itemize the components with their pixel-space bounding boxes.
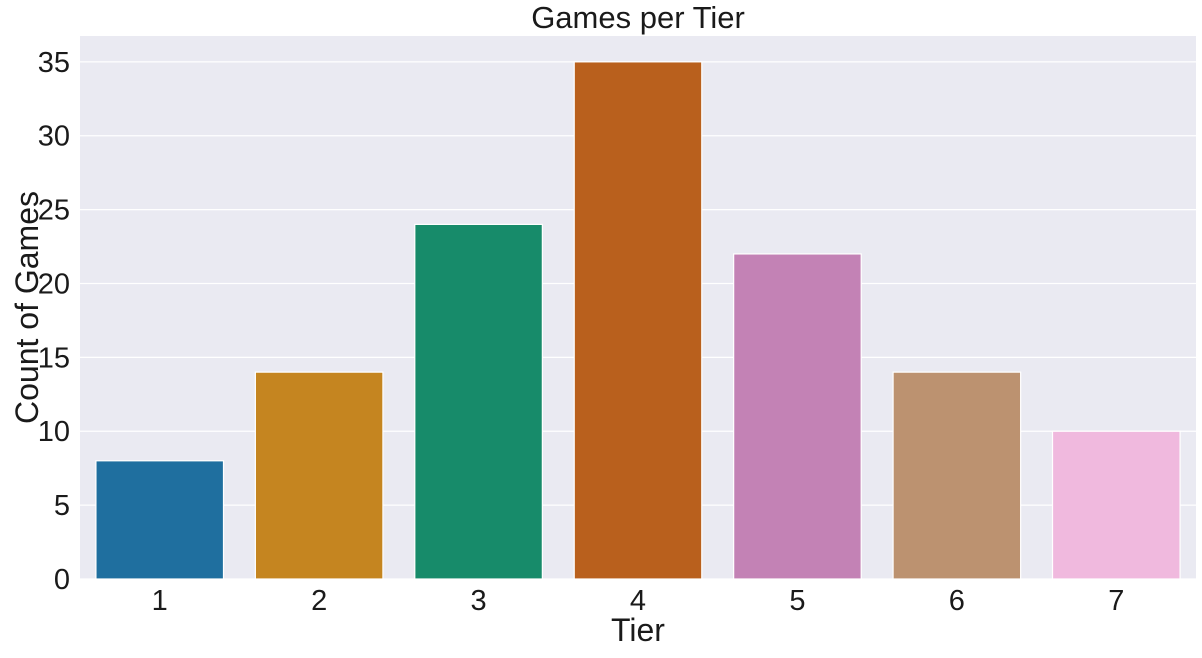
y-tick-label: 25: [38, 195, 70, 227]
bar-tier-3: [414, 223, 543, 580]
x-tick-label: 4: [630, 585, 646, 617]
x-tick-label: 3: [471, 585, 487, 617]
x-tick-labels: 1 2 3 4 5 6 7: [152, 585, 1125, 617]
bar-tier-6: [892, 371, 1022, 580]
x-tick-label: 7: [1108, 585, 1124, 617]
bar-tier-1: [95, 460, 225, 580]
y-tick-labels: 0 5 10 15 20 25 30 35: [38, 47, 70, 596]
y-tick-label: 10: [38, 416, 70, 448]
y-tick-label: 15: [38, 342, 70, 374]
chart-title: Games per Tier: [531, 0, 745, 35]
y-tick-label: 20: [38, 268, 70, 300]
y-tick-label: 35: [38, 47, 70, 79]
bar-tier-2: [254, 371, 384, 580]
bar-tier-5: [733, 253, 862, 580]
y-tick-label: 5: [54, 490, 70, 522]
y-tick-label: 30: [38, 121, 70, 153]
x-tick-label: 1: [152, 585, 168, 617]
x-axis-title: Tier: [611, 612, 665, 648]
x-tick-label: 6: [949, 585, 965, 617]
bar-tier-7: [1051, 430, 1181, 580]
x-tick-label: 5: [789, 585, 805, 617]
bars: [95, 61, 1181, 580]
x-tick-label: 2: [311, 585, 327, 617]
bar-tier-4: [573, 61, 703, 580]
y-tick-label: 0: [54, 564, 70, 596]
y-axis-title: Count of Games: [9, 191, 45, 424]
